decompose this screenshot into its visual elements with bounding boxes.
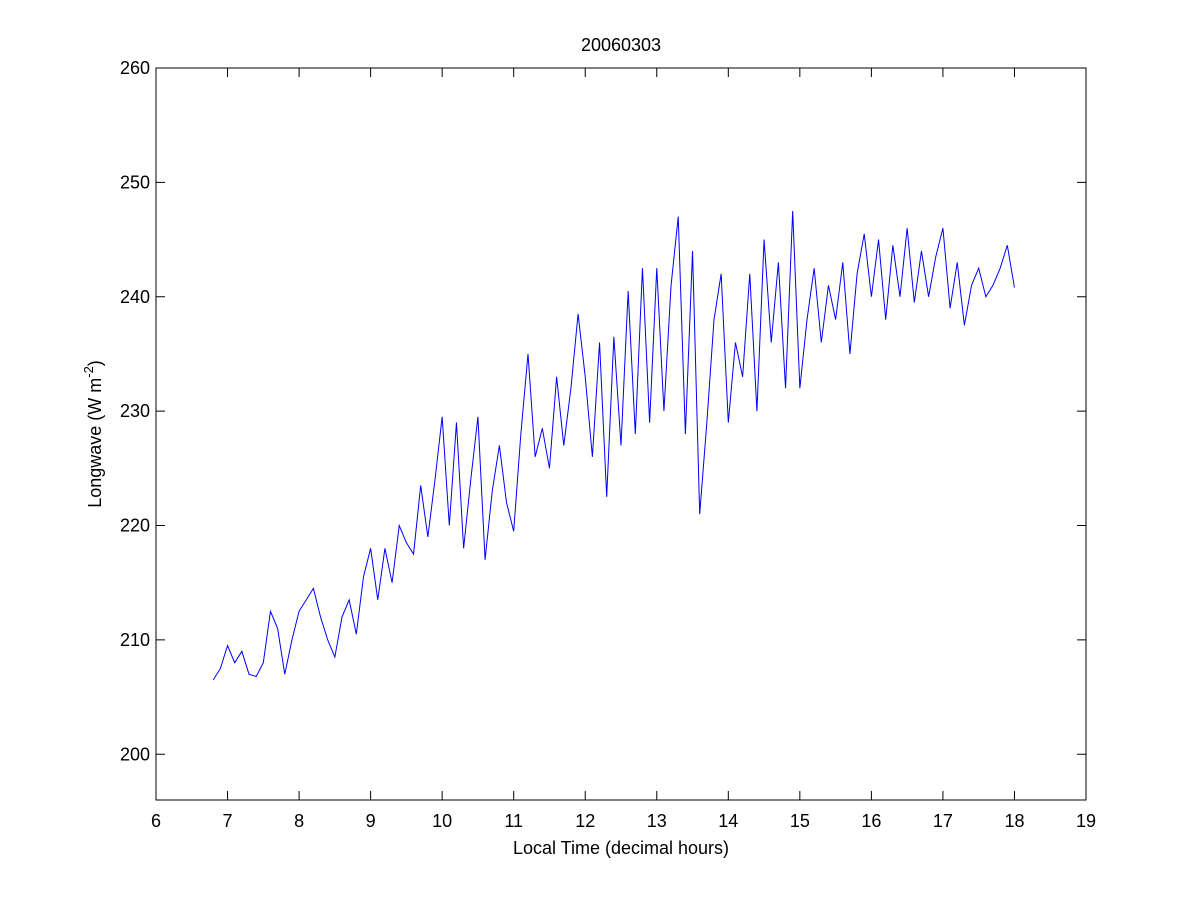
x-tick-label: 19 xyxy=(1076,811,1096,831)
plot-area xyxy=(155,67,1087,801)
x-tick-label: 13 xyxy=(647,811,667,831)
x-tick-label: 17 xyxy=(933,811,953,831)
y-tick-label: 220 xyxy=(120,516,150,536)
x-tick-label: 14 xyxy=(718,811,738,831)
y-tick-label: 240 xyxy=(120,287,150,307)
x-tick-label: 8 xyxy=(294,811,304,831)
y-axis-label-end: ) xyxy=(85,360,105,366)
y-tick-label: 230 xyxy=(120,401,150,421)
y-axis-label: Longwave (W m-2) xyxy=(81,360,105,508)
data-line xyxy=(212,210,1015,681)
x-tick-label: 16 xyxy=(861,811,881,831)
y-tick-label: 260 xyxy=(120,58,150,78)
y-axis-label-sup: -2 xyxy=(81,366,96,378)
x-tick-label: 11 xyxy=(504,811,523,831)
y-axis-label-main: Longwave (W m xyxy=(85,378,105,508)
x-tick-label: 15 xyxy=(790,811,810,831)
x-tick-label: 10 xyxy=(432,811,452,831)
y-tick-label: 250 xyxy=(120,172,150,192)
y-tick-label: 210 xyxy=(120,630,150,650)
x-axis-label: Local Time (decimal hours) xyxy=(513,838,729,858)
x-tick-label: 6 xyxy=(151,811,161,831)
chart-title: 20060303 xyxy=(581,35,661,55)
x-tick-label: 12 xyxy=(575,811,595,831)
x-tick-label: 18 xyxy=(1004,811,1024,831)
y-tick-label: 200 xyxy=(120,744,150,764)
x-tick-label: 9 xyxy=(366,811,376,831)
x-tick-label: 7 xyxy=(223,811,233,831)
